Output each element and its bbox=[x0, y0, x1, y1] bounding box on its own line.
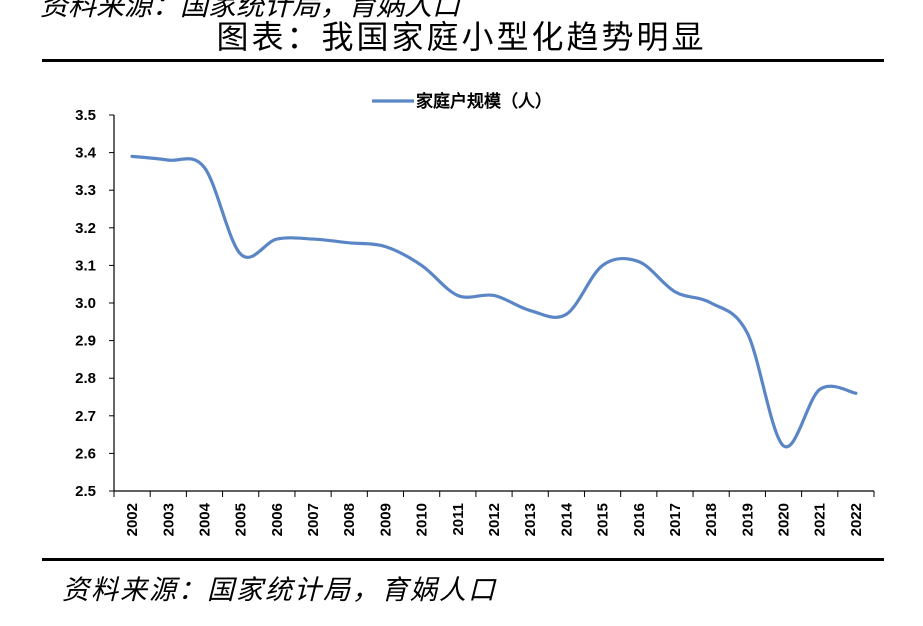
series-line bbox=[130, 154, 858, 449]
y-tick-label: 3.1 bbox=[75, 257, 96, 274]
chart-title: 图表：我国家庭小型化趋势明显 bbox=[216, 18, 707, 56]
y-axis-ticks: 3.5 3.4 3.3 3.2 3.1 3.0 2.9 2.8 2.7 2.6 2.5 bbox=[75, 107, 114, 500]
y-tick-label: 2.5 bbox=[75, 483, 96, 500]
x-tick-label: 2005 bbox=[233, 503, 250, 536]
x-tick-label: 2002 bbox=[124, 503, 141, 536]
x-tick-label: 2004 bbox=[196, 502, 213, 536]
x-tick-label: 2012 bbox=[486, 503, 503, 536]
y-tick-label: 3.5 bbox=[75, 107, 96, 124]
chart-axes bbox=[113, 115, 874, 492]
y-tick-label: 3.2 bbox=[75, 220, 96, 237]
y-tick-label: 3.4 bbox=[75, 145, 97, 162]
x-tick-label: 2009 bbox=[377, 503, 394, 536]
y-tick-label: 2.6 bbox=[75, 445, 96, 462]
x-tick-label: 2003 bbox=[160, 503, 177, 536]
series-layer bbox=[130, 154, 858, 449]
x-tick-label: 2007 bbox=[305, 503, 322, 536]
legend-label: 家庭户规模（人） bbox=[416, 91, 552, 112]
x-tick-label: 2011 bbox=[450, 503, 467, 536]
x-tick-label: 2008 bbox=[341, 503, 358, 536]
x-tick-label: 2013 bbox=[522, 503, 539, 536]
y-tick-label: 2.7 bbox=[75, 408, 96, 425]
legend: 家庭户规模（人） bbox=[372, 91, 552, 112]
x-tick-label: 2015 bbox=[595, 503, 612, 536]
y-tick-label: 3.3 bbox=[75, 182, 96, 199]
top-rule bbox=[42, 59, 884, 62]
x-tick-label: 2010 bbox=[414, 503, 431, 536]
x-tick-label: 2021 bbox=[812, 503, 829, 536]
x-tick-label: 2020 bbox=[776, 503, 793, 536]
y-tick-label: 3.0 bbox=[75, 295, 96, 312]
x-tick-label: 2016 bbox=[631, 503, 648, 536]
bottom-rule bbox=[42, 558, 884, 561]
x-tick-label: 2006 bbox=[269, 503, 286, 536]
y-tick-label: 2.8 bbox=[75, 370, 96, 387]
x-tick-label: 2014 bbox=[558, 502, 575, 536]
y-tick-label: 2.9 bbox=[75, 333, 96, 350]
source-note: 资料来源：国家统计局，育娲人口 bbox=[62, 575, 497, 606]
x-tick-label: 2022 bbox=[848, 503, 865, 536]
x-tick-label: 2017 bbox=[667, 503, 684, 536]
x-axis-ticks: 2002 2003 2004 2005 2006 2007 2008 2009 2010 2011… bbox=[113, 491, 875, 536]
cut-off-header-text: 资料来源：国家统计局，育娲人口 bbox=[40, 0, 461, 22]
x-tick-label: 2018 bbox=[703, 503, 720, 536]
x-tick-label: 2019 bbox=[739, 503, 756, 536]
